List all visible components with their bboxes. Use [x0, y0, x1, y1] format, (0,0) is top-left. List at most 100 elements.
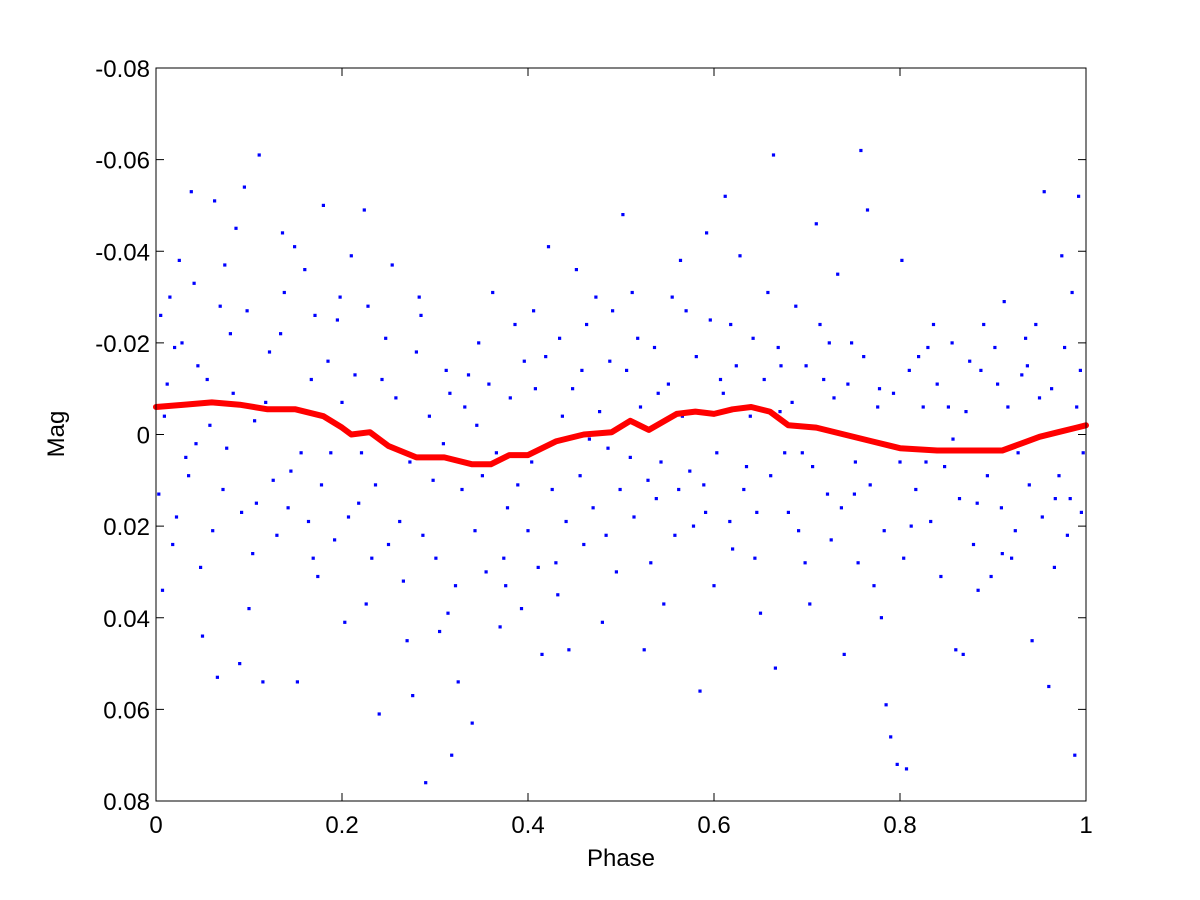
data-point — [786, 510, 790, 514]
data-point — [723, 194, 727, 198]
data-point — [656, 391, 660, 395]
data-point — [884, 703, 888, 707]
data-point — [628, 455, 632, 459]
data-point — [504, 584, 508, 588]
data-point — [1016, 451, 1020, 455]
data-point — [364, 602, 368, 606]
x-tick-label: 0 — [149, 812, 162, 839]
data-point — [900, 258, 904, 262]
data-point — [852, 492, 856, 496]
data-point — [776, 345, 780, 350]
data-point — [533, 387, 537, 391]
data-point — [303, 268, 307, 272]
data-point — [1065, 533, 1069, 537]
data-point — [1078, 368, 1082, 372]
y-tick-label: -0.06 — [95, 148, 150, 175]
data-point — [578, 474, 582, 478]
data-point — [441, 442, 445, 446]
x-tick-label: 0.6 — [697, 812, 730, 839]
data-point — [160, 588, 165, 592]
data-point — [450, 753, 454, 757]
data-point — [1030, 639, 1034, 643]
data-point — [242, 185, 246, 189]
data-point — [560, 414, 564, 418]
data-point — [1075, 405, 1079, 409]
data-point — [370, 556, 374, 560]
data-point — [859, 148, 863, 153]
data-point — [438, 629, 442, 634]
data-point — [1002, 300, 1006, 304]
data-point — [808, 602, 812, 606]
data-point — [377, 712, 381, 716]
data-point — [225, 446, 229, 450]
data-point — [1081, 451, 1085, 455]
data-point — [654, 497, 658, 501]
data-point — [157, 492, 161, 496]
data-point — [929, 519, 933, 524]
data-point — [825, 492, 830, 496]
data-point — [715, 451, 719, 455]
data-point — [688, 469, 692, 473]
data-point — [882, 529, 886, 533]
data-point — [564, 519, 568, 524]
data-point — [536, 565, 540, 569]
data-point — [762, 377, 766, 382]
data-point — [187, 474, 191, 478]
x-tick-label: 0.8 — [883, 812, 916, 839]
data-point — [321, 203, 325, 207]
data-point — [329, 451, 333, 455]
data-point — [907, 368, 911, 372]
data-point — [621, 213, 625, 217]
data-point — [299, 451, 303, 455]
data-point — [600, 620, 604, 624]
data-point — [738, 254, 742, 258]
data-point — [519, 607, 524, 611]
data-point — [979, 368, 983, 372]
data-point — [408, 460, 412, 464]
data-point — [580, 368, 584, 372]
data-point — [1073, 753, 1077, 757]
data-point — [964, 410, 968, 414]
x-tick-label: 1 — [1079, 812, 1092, 839]
data-point — [550, 487, 554, 492]
data-point — [234, 226, 238, 230]
data-point — [544, 355, 548, 359]
data-point — [558, 336, 562, 340]
data-point — [853, 460, 857, 464]
data-point — [546, 245, 551, 249]
data-point — [522, 359, 526, 363]
data-point — [390, 263, 394, 267]
data-point — [494, 451, 498, 455]
data-point — [744, 465, 749, 469]
data-point — [638, 405, 643, 409]
data-point — [587, 437, 591, 441]
data-point — [898, 460, 902, 464]
data-point — [636, 336, 640, 340]
data-point — [779, 364, 783, 368]
data-point — [946, 405, 950, 409]
data-point — [1027, 483, 1031, 487]
data-point — [261, 680, 265, 684]
data-point — [691, 524, 696, 528]
data-point — [751, 336, 755, 340]
data-point — [1010, 556, 1014, 560]
data-point — [516, 483, 520, 487]
data-point — [421, 533, 425, 537]
data-point — [1042, 190, 1046, 194]
data-point — [419, 313, 423, 317]
data-point — [728, 519, 732, 524]
data-point — [1063, 345, 1067, 350]
data-point — [1057, 474, 1061, 478]
data-point — [1047, 684, 1051, 689]
data-point — [571, 387, 575, 391]
data-point — [839, 506, 843, 510]
data-point — [766, 290, 770, 295]
data-point — [961, 652, 965, 656]
data-point — [218, 304, 222, 308]
data-point — [803, 561, 807, 565]
data-point — [253, 419, 257, 423]
data-point — [618, 487, 622, 492]
data-point — [238, 662, 242, 666]
y-tick-label: 0.04 — [103, 606, 150, 633]
x-tick-label: 0.4 — [511, 812, 544, 839]
